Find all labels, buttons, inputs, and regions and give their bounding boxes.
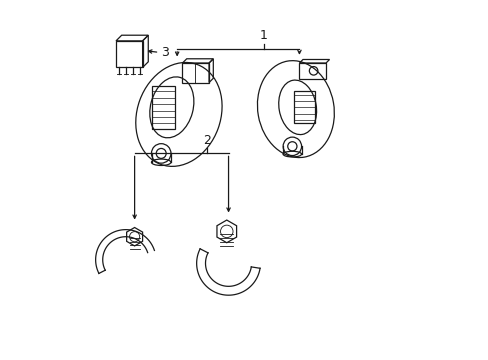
Text: 3: 3 bbox=[161, 46, 169, 59]
Text: 2: 2 bbox=[203, 134, 211, 147]
Text: 1: 1 bbox=[260, 30, 267, 42]
